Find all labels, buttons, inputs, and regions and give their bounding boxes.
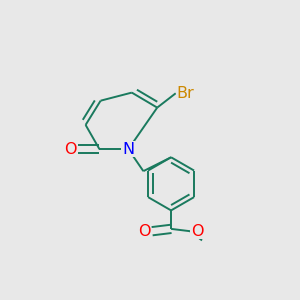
Text: O: O xyxy=(138,224,150,239)
Text: Br: Br xyxy=(177,86,195,101)
Text: O: O xyxy=(191,224,204,239)
Text: N: N xyxy=(122,142,134,157)
Text: O: O xyxy=(64,142,76,157)
